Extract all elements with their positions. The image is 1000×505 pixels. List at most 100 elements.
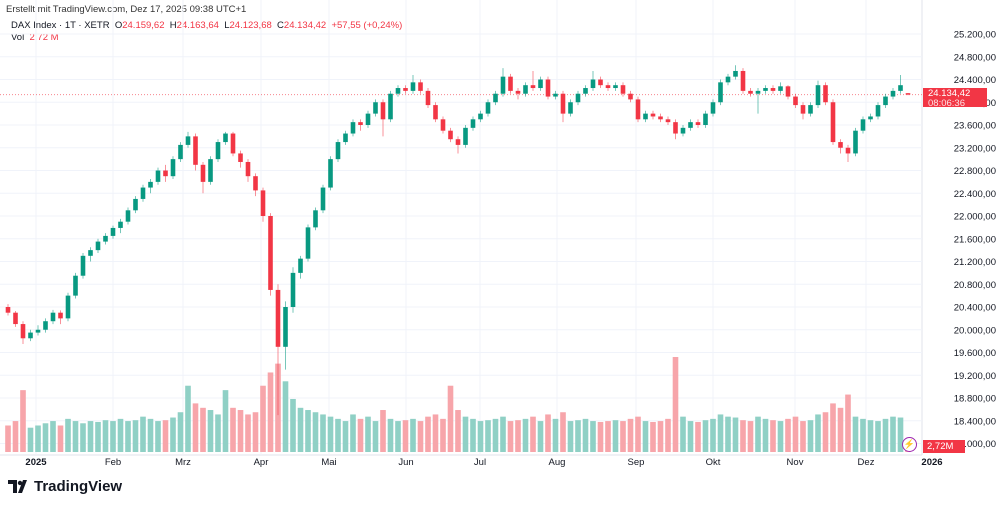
candle	[575, 90, 581, 106]
candle-body	[703, 113, 708, 125]
candle-body	[463, 127, 468, 145]
candle-body	[433, 105, 438, 120]
volume-bar	[170, 417, 176, 452]
candle-body	[530, 85, 536, 89]
volume-bar	[867, 420, 874, 452]
volume-bar	[860, 418, 866, 452]
last-price-value: 24.134,42	[928, 88, 971, 99]
volume-bar	[395, 421, 401, 452]
candle	[305, 224, 311, 262]
candle	[410, 74, 416, 94]
candle	[845, 144, 851, 162]
candle-body	[245, 161, 251, 177]
symbol-label[interactable]: DAX Index · 1T · XETR	[11, 20, 110, 31]
volume-bar	[807, 420, 814, 452]
volume-label: Vol	[11, 32, 25, 43]
candle	[538, 76, 543, 91]
volume-bar	[110, 421, 116, 452]
candle-body	[103, 235, 108, 242]
volume-bar	[440, 418, 446, 452]
volume-bar	[785, 418, 791, 452]
volume-bar	[72, 421, 79, 452]
candle-body	[470, 119, 476, 128]
high-label: H	[169, 20, 177, 31]
y-tick-label: 21.200,00	[954, 257, 996, 268]
candle-body	[568, 102, 573, 114]
candle-body	[313, 210, 318, 228]
volume-bar	[605, 421, 611, 452]
volume-bar	[20, 390, 26, 452]
candle	[223, 131, 228, 145]
volume-bar	[207, 410, 214, 452]
last-price-tag: 24.134,42 08:06:36	[923, 88, 987, 108]
candle	[500, 68, 506, 97]
volume-bar	[200, 407, 206, 452]
volume-bar	[192, 403, 199, 452]
volume-line: Vol 2,72 M	[11, 32, 402, 44]
volume-bar	[815, 414, 821, 452]
candle	[470, 116, 476, 131]
candle-body	[350, 122, 356, 134]
candle-body	[358, 122, 363, 125]
candle	[395, 85, 401, 97]
candle-body	[770, 88, 776, 91]
candle-body	[178, 144, 183, 160]
candle	[358, 119, 363, 131]
candle	[718, 79, 723, 106]
candle-body	[650, 113, 656, 117]
candle-body	[193, 136, 198, 165]
volume-bar	[627, 418, 634, 452]
candle-body	[800, 105, 806, 114]
x-tick-label: Mai	[321, 457, 336, 468]
candle-body	[793, 96, 798, 106]
volume-bar	[777, 421, 784, 452]
candle	[215, 139, 221, 162]
volume-bar	[620, 421, 626, 452]
volume-bar	[552, 418, 559, 452]
candle	[260, 187, 266, 222]
candle	[530, 70, 536, 91]
candle	[643, 110, 648, 123]
candle	[463, 125, 468, 148]
candle-body	[875, 105, 881, 117]
volume-bar	[12, 421, 19, 452]
x-tick-label: Mrz	[175, 457, 191, 468]
volume-bar	[282, 381, 289, 452]
candle	[755, 88, 761, 114]
volume-bar	[387, 418, 394, 452]
candle-body	[58, 312, 63, 319]
lightning-icon[interactable]: ⚡	[902, 437, 917, 452]
volume-bar	[470, 418, 476, 452]
volume-bar	[402, 420, 409, 452]
candle	[620, 82, 626, 97]
candle-body	[35, 329, 41, 333]
close-label: C	[277, 20, 284, 31]
volume-bar	[642, 421, 649, 452]
candle-body	[665, 119, 671, 123]
volume-bar	[245, 414, 251, 452]
candle	[733, 65, 738, 80]
volume-bar	[312, 412, 319, 452]
candle-body	[28, 332, 33, 339]
volume-bar	[672, 357, 679, 452]
candle	[43, 318, 48, 333]
candle	[808, 102, 813, 117]
candle	[770, 85, 776, 94]
volume-bar	[335, 418, 341, 452]
y-tick-label: 18.000,00	[954, 439, 996, 450]
candle-body	[628, 93, 633, 100]
candle-body	[860, 119, 866, 131]
candle	[898, 74, 903, 94]
candle-body	[290, 272, 296, 307]
volume-bar	[477, 421, 484, 452]
candle-body	[830, 102, 836, 143]
candle-body	[868, 116, 873, 120]
x-tick-label: Jun	[398, 457, 413, 468]
candle	[695, 119, 701, 128]
volume-bar	[830, 403, 836, 452]
candle-body	[343, 133, 348, 143]
x-tick-label: Apr	[254, 457, 269, 468]
y-tick-label: 19.200,00	[954, 371, 996, 382]
candle-body	[43, 321, 48, 330]
